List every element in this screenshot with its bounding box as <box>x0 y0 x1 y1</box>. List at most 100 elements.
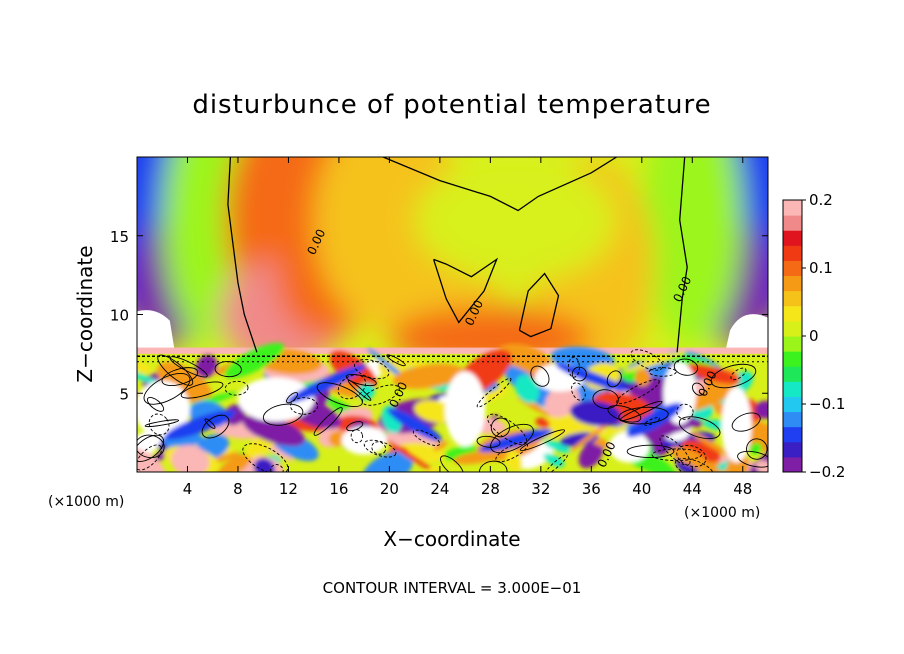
eddy <box>543 439 572 454</box>
eddy <box>328 431 346 447</box>
colorbar-tick-label: 0 <box>809 327 819 345</box>
x-tick-label: 40 <box>632 480 651 498</box>
zero-contour-line <box>432 257 499 324</box>
colorbar-tick-label: 0.2 <box>809 191 833 209</box>
contour-loop <box>495 441 529 463</box>
contour-loop <box>476 377 512 408</box>
colorbar-segment <box>783 215 802 231</box>
contour-loop <box>606 370 622 388</box>
contour-loop <box>676 403 694 420</box>
colorbar-ticks: 0.2 0.1 0 −0.1 −0.2 <box>802 191 845 481</box>
contour-loop <box>567 356 580 378</box>
eddy <box>755 400 768 419</box>
eddy <box>357 383 375 401</box>
contour-loop <box>519 429 566 452</box>
x-tick-label: 20 <box>380 480 399 498</box>
contour-loop <box>354 359 390 380</box>
y-axis-ticks: 5 10 15 <box>110 228 768 403</box>
y-tick-label: 5 <box>119 385 129 403</box>
colorbar-tick-label: −0.2 <box>809 463 845 481</box>
colorbar-tick-label: −0.1 <box>809 395 845 413</box>
contour-loop <box>746 438 768 460</box>
eddy <box>137 428 163 465</box>
colorbar-segment <box>783 426 802 443</box>
contour-loop <box>313 407 343 436</box>
colorbar-segment <box>783 245 802 261</box>
eddy <box>570 400 622 427</box>
colorbar-segment <box>783 260 802 277</box>
lower-turbulent-field <box>137 342 768 472</box>
contour-loop <box>204 418 216 429</box>
contour-loop <box>737 450 768 468</box>
colorbar <box>782 199 803 473</box>
saturated-eddy <box>237 377 314 422</box>
contour-loop <box>137 444 162 471</box>
colorbar-tick-label: 0.1 <box>809 259 833 277</box>
eddy <box>137 363 169 389</box>
x-tick-label: 12 <box>279 480 298 498</box>
contour-loop <box>651 448 703 461</box>
field-blob <box>641 157 743 346</box>
contour-loop <box>270 464 284 472</box>
colorbar-segment <box>783 200 802 216</box>
x-tick-label: 4 <box>183 480 193 498</box>
contour-loop <box>361 384 400 406</box>
colorbar-segment <box>783 275 802 292</box>
contour-loop <box>262 403 304 426</box>
upper-blobs <box>137 157 768 378</box>
eddy <box>658 425 677 438</box>
interface-band <box>137 347 768 356</box>
colorbar-segment <box>783 411 802 428</box>
eddy <box>362 451 414 472</box>
eddy <box>453 450 501 465</box>
zero-contour-line <box>227 157 258 353</box>
eddy <box>385 439 439 472</box>
eddy <box>515 374 540 404</box>
x-axis-label: X−coordinate <box>383 527 520 551</box>
contour-loop <box>476 435 501 448</box>
contour-loop <box>730 367 747 381</box>
eddy <box>242 414 305 447</box>
eddy <box>224 342 285 379</box>
contour-loop <box>674 458 715 472</box>
upper-temperature-field <box>137 157 768 378</box>
eddy <box>171 445 210 472</box>
eddy <box>684 363 741 384</box>
contour-loop <box>201 414 230 439</box>
contour-loop <box>180 381 224 399</box>
contour-loop <box>692 382 705 396</box>
x-tick-label: 8 <box>233 480 243 498</box>
contour-loop <box>146 396 165 412</box>
x-tick-label: 24 <box>430 480 449 498</box>
contour-loop <box>161 367 199 387</box>
colorbar-segment <box>783 381 802 397</box>
zero-contour-line <box>382 157 617 212</box>
y-axis-label: Z−coordinate <box>73 245 97 382</box>
contour-loop <box>592 389 619 409</box>
contour-loop <box>440 455 464 472</box>
y-tick-label: 15 <box>110 228 129 246</box>
contour-loop <box>363 439 397 458</box>
eddy <box>216 452 253 472</box>
contour-loop <box>148 413 170 436</box>
colorbar-segment <box>783 351 802 367</box>
contour-loop <box>224 380 249 396</box>
contour-loop <box>478 460 508 472</box>
saturated-eddy <box>341 426 387 455</box>
x-tick-label: 36 <box>582 480 601 498</box>
eddy <box>393 363 465 389</box>
contour-loop <box>659 435 691 466</box>
contour-loop <box>643 417 661 426</box>
colorbar-segment <box>783 305 802 322</box>
cold-streak <box>164 409 236 440</box>
eddy <box>195 354 218 378</box>
cold-streak <box>286 364 367 404</box>
contour-loop <box>490 423 534 454</box>
colorbar-segment <box>783 336 802 352</box>
saturated-eddy <box>444 371 486 447</box>
zero-contours <box>137 157 768 472</box>
contour-loop <box>143 372 191 405</box>
saturated-region <box>725 314 768 353</box>
contour-loop <box>242 443 289 472</box>
